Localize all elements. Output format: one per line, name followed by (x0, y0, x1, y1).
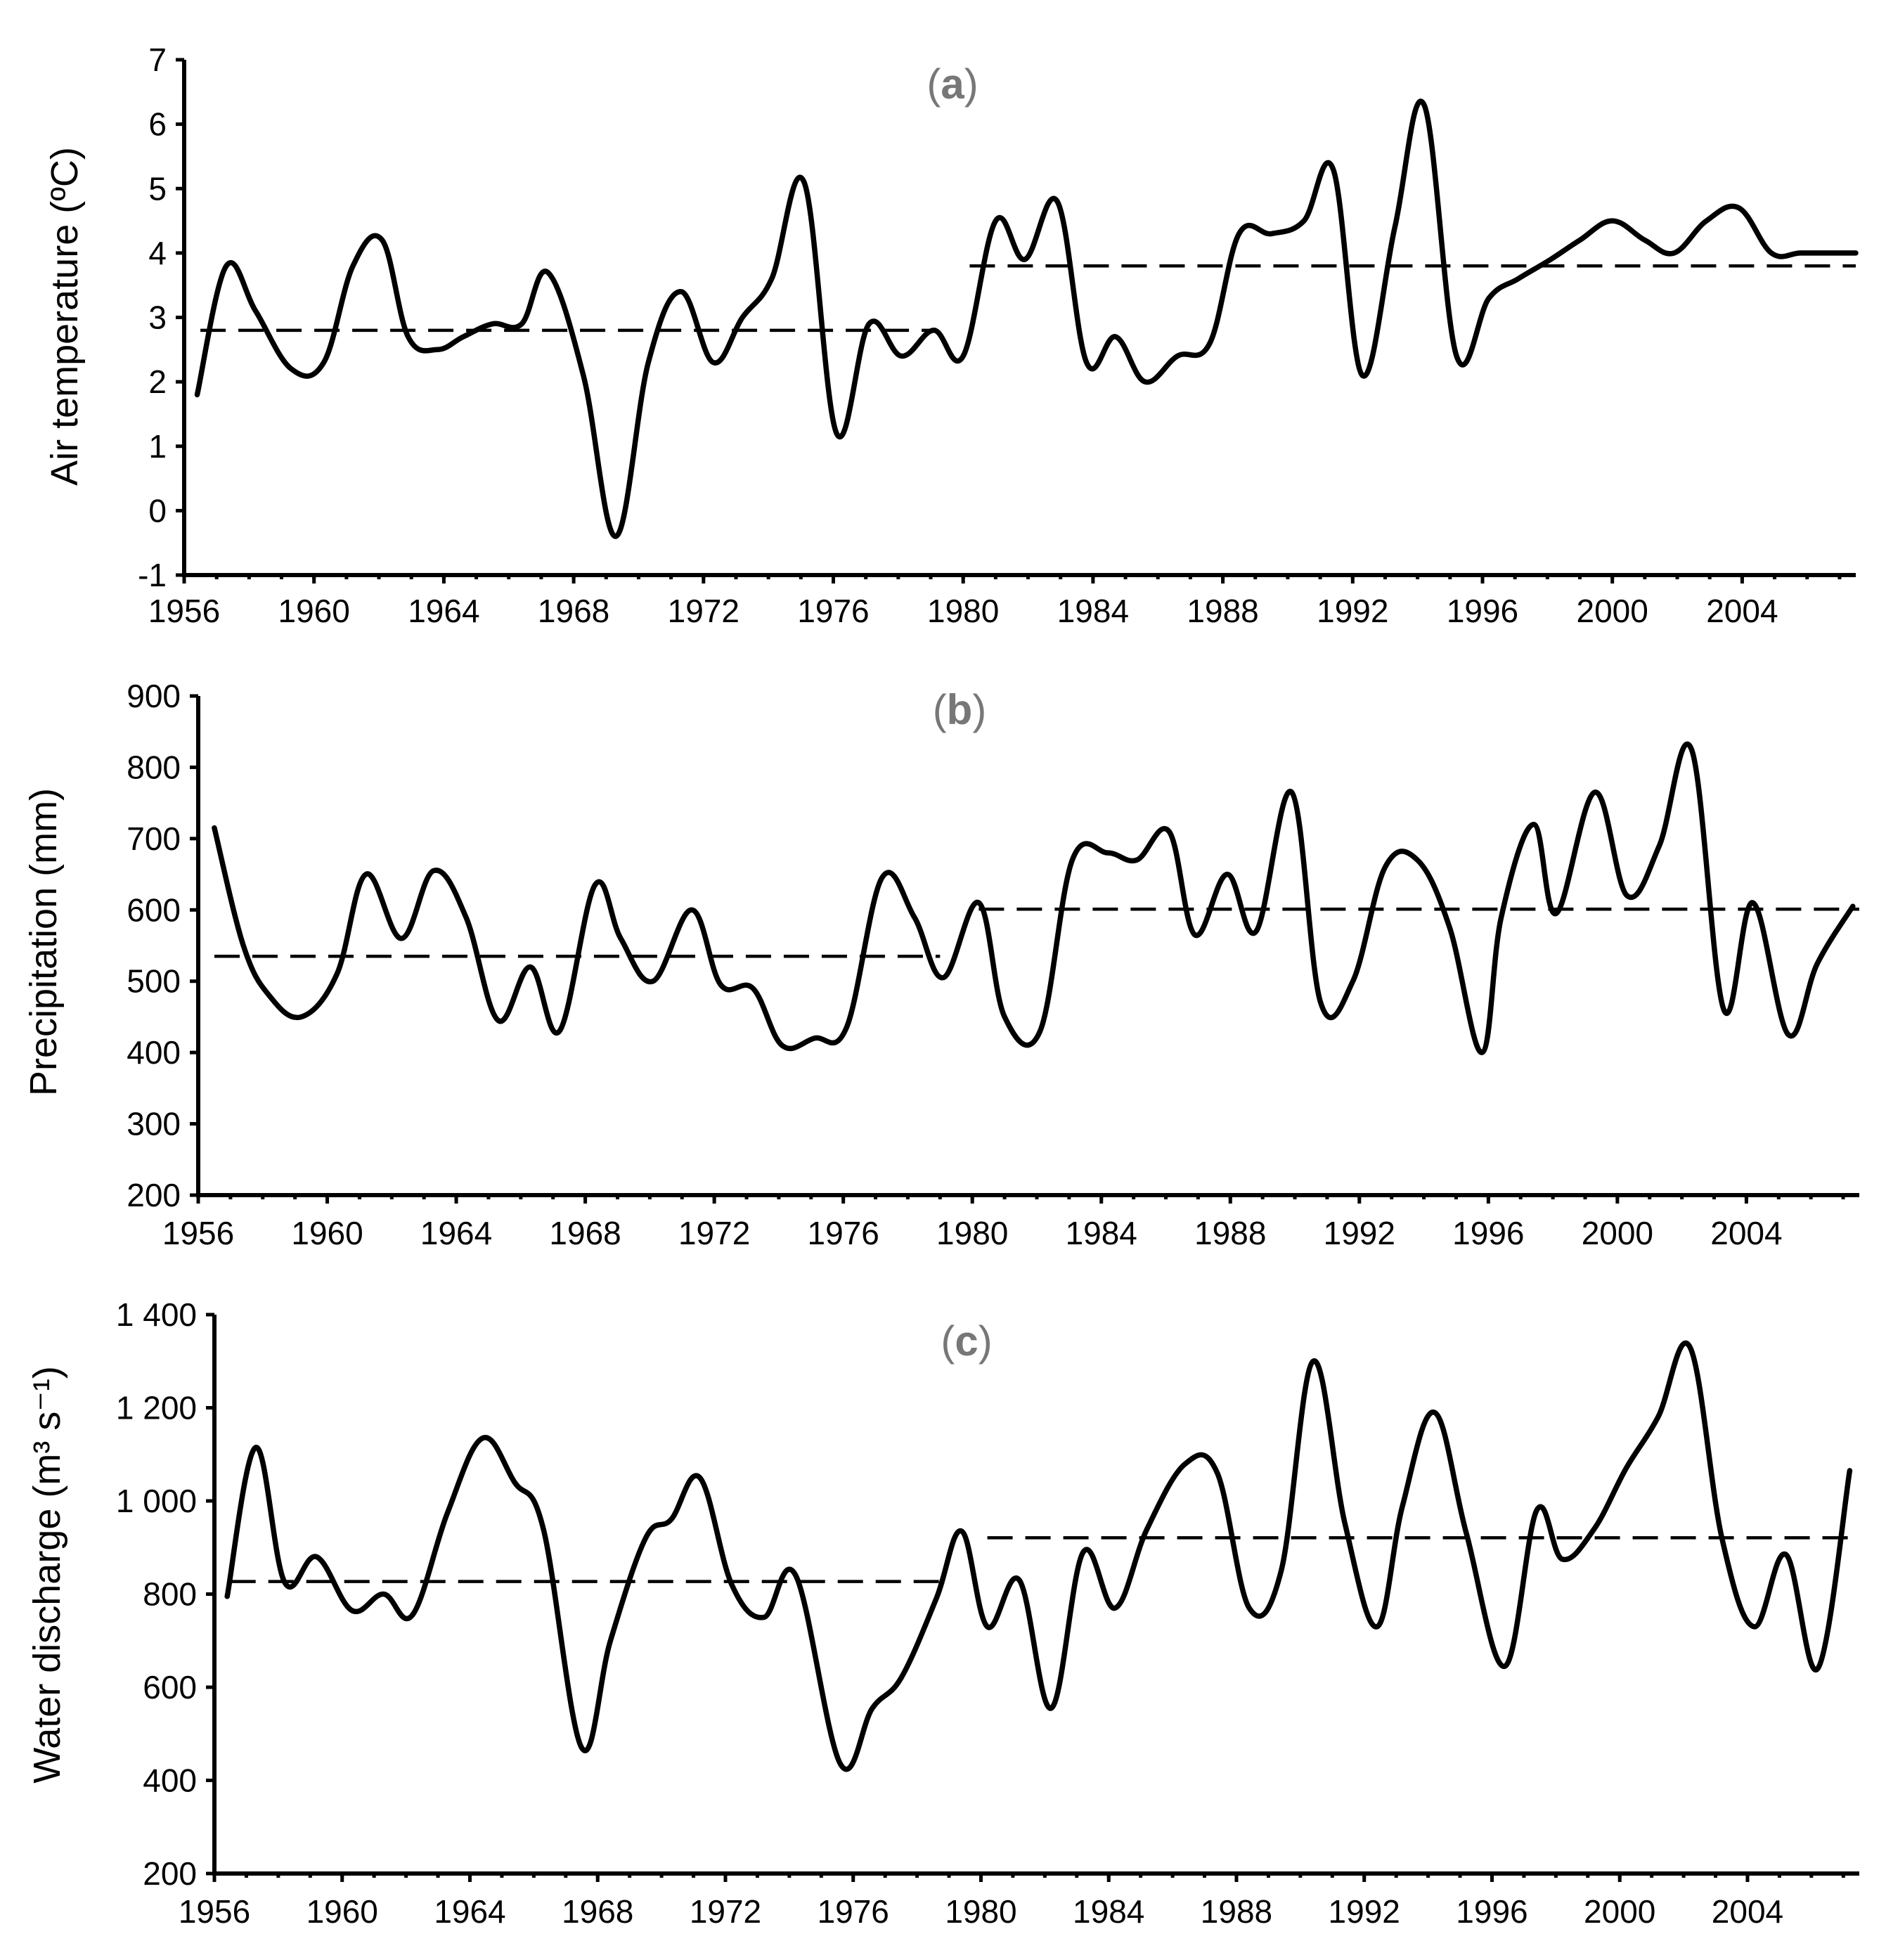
panel-b-x-tick-label: 1984 (1066, 1215, 1137, 1251)
panel-a-letter: a (941, 60, 964, 108)
panel-c-y-tick-label: 1 000 (116, 1483, 197, 1519)
panel-a-x-tick-label: 1956 (148, 593, 220, 629)
panel-c-y-tick-label: 800 (143, 1576, 197, 1613)
panel-b-mean-lines (214, 908, 1859, 958)
panel-a-x-ticks: 1956 1960 1964 1968 1972 1976 1980 1984 1988 1992… (148, 575, 1842, 629)
panel-a-x-tick-label: 1972 (668, 593, 739, 629)
panel-c-water-discharge: (c) Water discharge (m³ s⁻¹) 200 400 600 80… (26, 1296, 1859, 1930)
panel-c-x-tick-label: 1980 (945, 1893, 1016, 1930)
panel-b-x-tick-label: 1992 (1324, 1215, 1395, 1251)
panel-b-y-tick-label: 200 (127, 1177, 181, 1213)
panel-a-y-tick-label: 1 (148, 428, 167, 465)
panel-c-x-tick-label: 2004 (1712, 1893, 1783, 1930)
panel-b-y-ticks: 200 300 400 500 600 700 800 900 (127, 678, 198, 1213)
panel-a-x-tick-label: 2000 (1577, 593, 1648, 629)
panel-a-y-tick-label: 2 (148, 363, 167, 400)
panel-c-x-tick-label: 1976 (818, 1893, 889, 1930)
panel-c-x-tick-label: 1972 (690, 1893, 761, 1930)
panel-b-y-tick-label: 500 (127, 963, 181, 1000)
panel-b-axes (196, 696, 1859, 1197)
panel-c-x-tick-label: 1988 (1201, 1893, 1272, 1930)
panel-a-x-tick-label: 1984 (1057, 593, 1129, 629)
panel-c-mean-lines (230, 1536, 1859, 1583)
panel-b-y-tick-label: 600 (127, 891, 181, 928)
panel-c-water-discharge-line (224, 1340, 1853, 1772)
panel-b-x-tick-label: 1980 (936, 1215, 1008, 1251)
panel-c-x-tick-label: 1992 (1329, 1893, 1400, 1930)
panel-a-x-tick-label: 2004 (1706, 593, 1778, 629)
panel-a-x-tick-label: 1968 (538, 593, 609, 629)
panel-c-x-tick-label: 1960 (306, 1893, 378, 1930)
panel-b-x-tick-label: 1972 (678, 1215, 750, 1251)
panel-a-x-tick-label: 1960 (278, 593, 350, 629)
panel-a-label: (a) (926, 60, 978, 108)
panel-c-letter: c (955, 1317, 978, 1365)
panel-b-x-tick-label: 1968 (549, 1215, 621, 1251)
panel-a-x-tick-label: 1964 (408, 593, 479, 629)
panel-b-letter: b (947, 686, 973, 733)
panel-c-y-tick-label: 1 200 (116, 1390, 197, 1426)
panel-a-y-tick-label: 3 (148, 299, 167, 336)
panel-c-y-tick-label: 200 (143, 1855, 197, 1892)
panel-c-y-tick-label: 1 400 (116, 1296, 197, 1333)
panel-a-axes (182, 60, 1856, 577)
panel-a-y-tick-label: -1 (138, 557, 167, 593)
panel-a-air-temperature: (a) Air temperature (ºC) -1 0 1 2 3 4 5 6 7 1956… (44, 41, 1859, 629)
panel-b-x-tick-label: 1960 (291, 1215, 363, 1251)
panel-b-x-tick-label: 1996 (1452, 1215, 1524, 1251)
panel-a-y-tick-label: 0 (148, 492, 167, 529)
panel-b-x-tick-label: 1964 (420, 1215, 492, 1251)
panel-c-x-ticks: 1956 1960 1964 1968 1972 1976 1980 1984 1988 1992… (179, 1874, 1845, 1930)
panel-b-precipitation: (b) Precipitation (mm) 200 300 400 500 600 70… (22, 678, 1859, 1251)
panel-c-x-tick-label: 1984 (1073, 1893, 1144, 1930)
panel-b-y-tick-label: 400 (127, 1034, 181, 1071)
panel-b-x-ticks: 1956 1960 1964 1968 1972 1976 1980 1984 1988 1992… (162, 1195, 1845, 1251)
panel-c-y-tick-label: 400 (143, 1762, 197, 1799)
panel-b-x-tick-label: 2000 (1582, 1215, 1653, 1251)
panel-c-x-tick-label: 2000 (1584, 1893, 1655, 1930)
panel-a-y-axis-title: Air temperature (ºC) (44, 147, 86, 486)
panel-c-y-ticks: 200 400 600 800 1 000 1 200 1 400 (116, 1296, 214, 1892)
panel-c-x-tick-label: 1964 (434, 1893, 505, 1930)
panel-a-y-tick-label: 6 (148, 106, 167, 143)
panel-c-x-tick-label: 1956 (179, 1893, 250, 1930)
panel-a-x-tick-label: 1980 (927, 593, 999, 629)
panel-b-x-tick-label: 1988 (1194, 1215, 1266, 1251)
panel-a-x-tick-label: 1992 (1317, 593, 1388, 629)
panel-b-x-tick-label: 1976 (807, 1215, 879, 1251)
panel-a-x-tick-label: 1988 (1187, 593, 1258, 629)
panel-a-air-temperature-line (194, 98, 1859, 539)
panel-b-y-tick-label: 700 (127, 820, 181, 857)
panel-b-x-tick-label: 1956 (162, 1215, 234, 1251)
panel-c-x-tick-label: 1996 (1456, 1893, 1527, 1930)
panel-a-x-tick-label: 1976 (797, 593, 869, 629)
panel-a-y-tick-label: 4 (148, 235, 167, 271)
panel-c-x-tick-label: 1968 (562, 1893, 633, 1930)
panel-a-x-tick-label: 1996 (1447, 593, 1518, 629)
panel-c-y-axis-title: Water discharge (m³ s⁻¹) (26, 1366, 68, 1784)
panel-c-label: (c) (941, 1317, 992, 1365)
panel-a-y-ticks: -1 0 1 2 3 4 5 6 7 (138, 41, 184, 593)
panel-b-y-axis-title: Precipitation (mm) (22, 788, 65, 1096)
panel-b-label: (b) (933, 686, 987, 733)
panel-b-y-tick-label: 900 (127, 678, 181, 714)
panel-c-axes (212, 1315, 1859, 1876)
panel-a-mean-lines (200, 264, 1856, 333)
panel-a-y-tick-label: 5 (148, 170, 167, 207)
panel-a-y-tick-label: 7 (148, 41, 167, 78)
panel-b-y-tick-label: 800 (127, 749, 181, 785)
panel-b-precipitation-line (212, 741, 1856, 1055)
panel-b-y-tick-label: 300 (127, 1106, 181, 1142)
panel-c-y-tick-label: 600 (143, 1669, 197, 1706)
panel-b-x-tick-label: 2004 (1710, 1215, 1782, 1251)
